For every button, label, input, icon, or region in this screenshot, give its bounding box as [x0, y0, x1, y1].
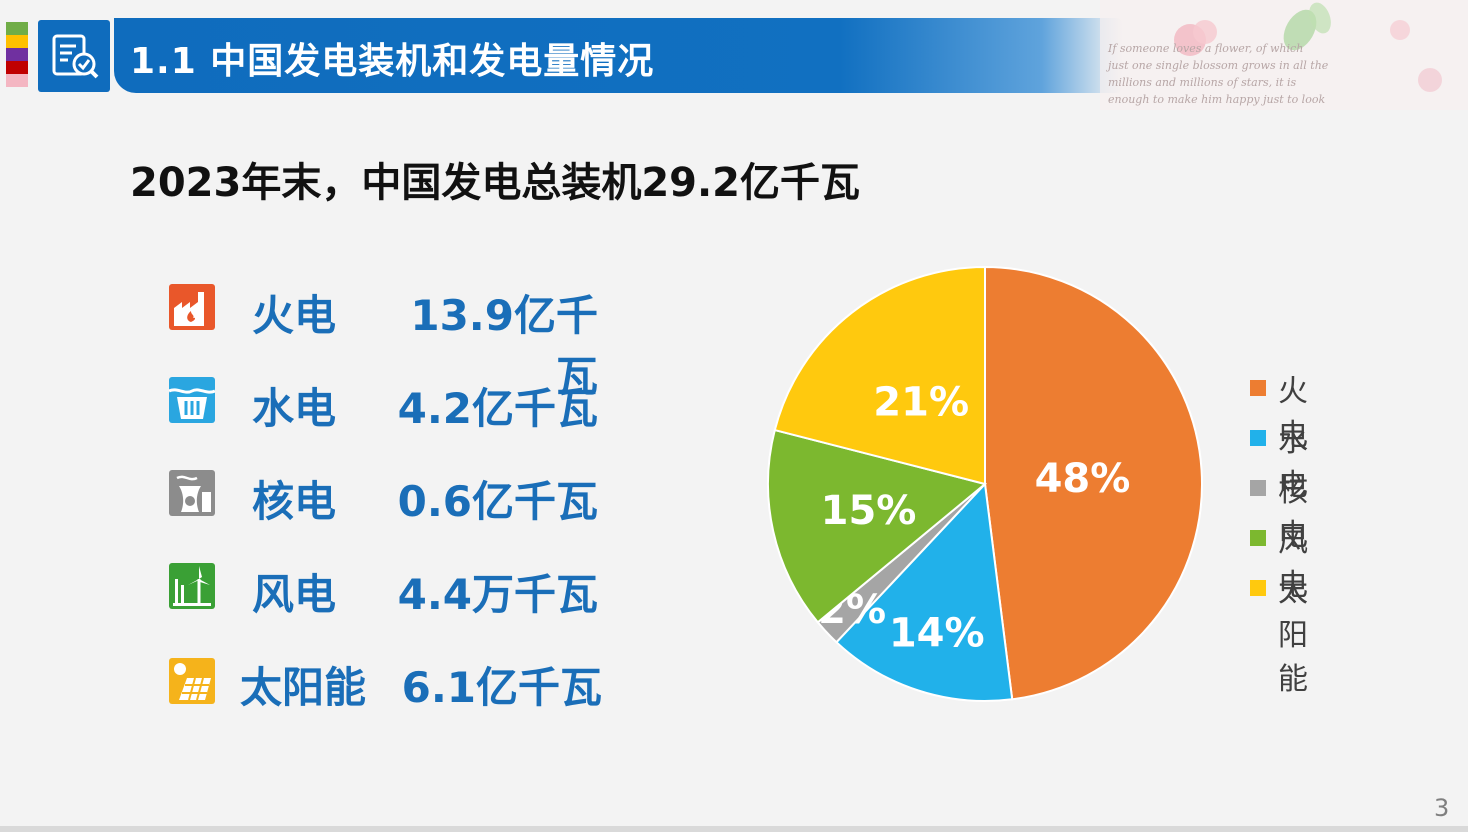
decor-line: just one single blossom grows in all the	[1108, 59, 1329, 72]
accent-swatch-yellow	[6, 35, 28, 48]
pie-slice-thermal	[984, 265, 1203, 701]
thermal-plant-icon	[169, 284, 215, 330]
legend-label: 水电	[1278, 424, 1308, 503]
pie-label-hydro: 14%	[889, 611, 985, 657]
row-name-thermal: 火电	[252, 291, 337, 340]
capacity-pie-chart: 48%14%2%15%21%	[767, 265, 1203, 702]
row-value-wind: 4.4万千瓦	[397, 570, 598, 619]
legend-swatch	[1250, 380, 1266, 396]
row-value-solar: 6.1亿千瓦	[401, 663, 602, 712]
accent-swatch-pink	[6, 74, 28, 87]
pie-label-thermal: 48%	[1035, 456, 1131, 502]
pie-slice-hydro	[835, 481, 1014, 702]
pie-label-solar: 21%	[873, 380, 969, 426]
legend-swatch	[1250, 430, 1266, 446]
wind-turbine-icon	[169, 563, 215, 609]
legend-label: 火电	[1278, 374, 1308, 453]
solar-panel-icon	[169, 658, 215, 704]
header-bar	[114, 18, 1122, 93]
nuclear-plant-icon	[169, 470, 215, 516]
legend-swatch	[1250, 580, 1266, 596]
pie-label-wind: 15%	[821, 488, 917, 534]
legend-label: 核电	[1278, 474, 1308, 553]
accent-swatch-purple	[6, 48, 28, 61]
section-title: 1.1 中国发电装机和发电量情况	[130, 41, 655, 82]
legend-label: 太阳能	[1278, 574, 1308, 697]
report-search-icon	[38, 20, 110, 92]
row-name-wind: 风电	[252, 570, 337, 619]
row-value-thermal: 13.9亿千瓦	[410, 291, 598, 401]
flower-decoration	[1100, 0, 1468, 110]
row-value-nuclear: 0.6亿千瓦	[397, 477, 598, 526]
accent-swatch-red	[6, 61, 28, 74]
decor-line: enough to make him happy just to look	[1108, 93, 1326, 106]
accent-swatch-green	[6, 22, 28, 35]
pie-slice-wind	[767, 428, 988, 624]
legend-label: 风电	[1278, 524, 1308, 603]
legend-swatch	[1250, 480, 1266, 496]
slide-bottom-border	[0, 826, 1468, 832]
headline: 2023年末，中国发电总装机29.2亿千瓦	[130, 160, 861, 206]
page-number: 3	[1434, 794, 1450, 822]
row-name-nuclear: 核电	[252, 477, 337, 526]
row-name-hydro: 水电	[252, 384, 337, 433]
row-name-solar: 太阳能	[240, 663, 367, 712]
legend-swatch	[1250, 530, 1266, 546]
accent-color-strip	[6, 22, 28, 87]
decor-line: If someone loves a flower, of which	[1108, 42, 1304, 55]
pie-slice-solar	[773, 265, 986, 486]
decor-line: millions and millions of stars, it is	[1108, 76, 1297, 89]
row-value-hydro: 4.2亿千瓦	[397, 384, 598, 433]
hydro-dam-icon	[168, 377, 216, 423]
decor-quote: If someone loves a flower, of which just…	[1108, 40, 1438, 108]
